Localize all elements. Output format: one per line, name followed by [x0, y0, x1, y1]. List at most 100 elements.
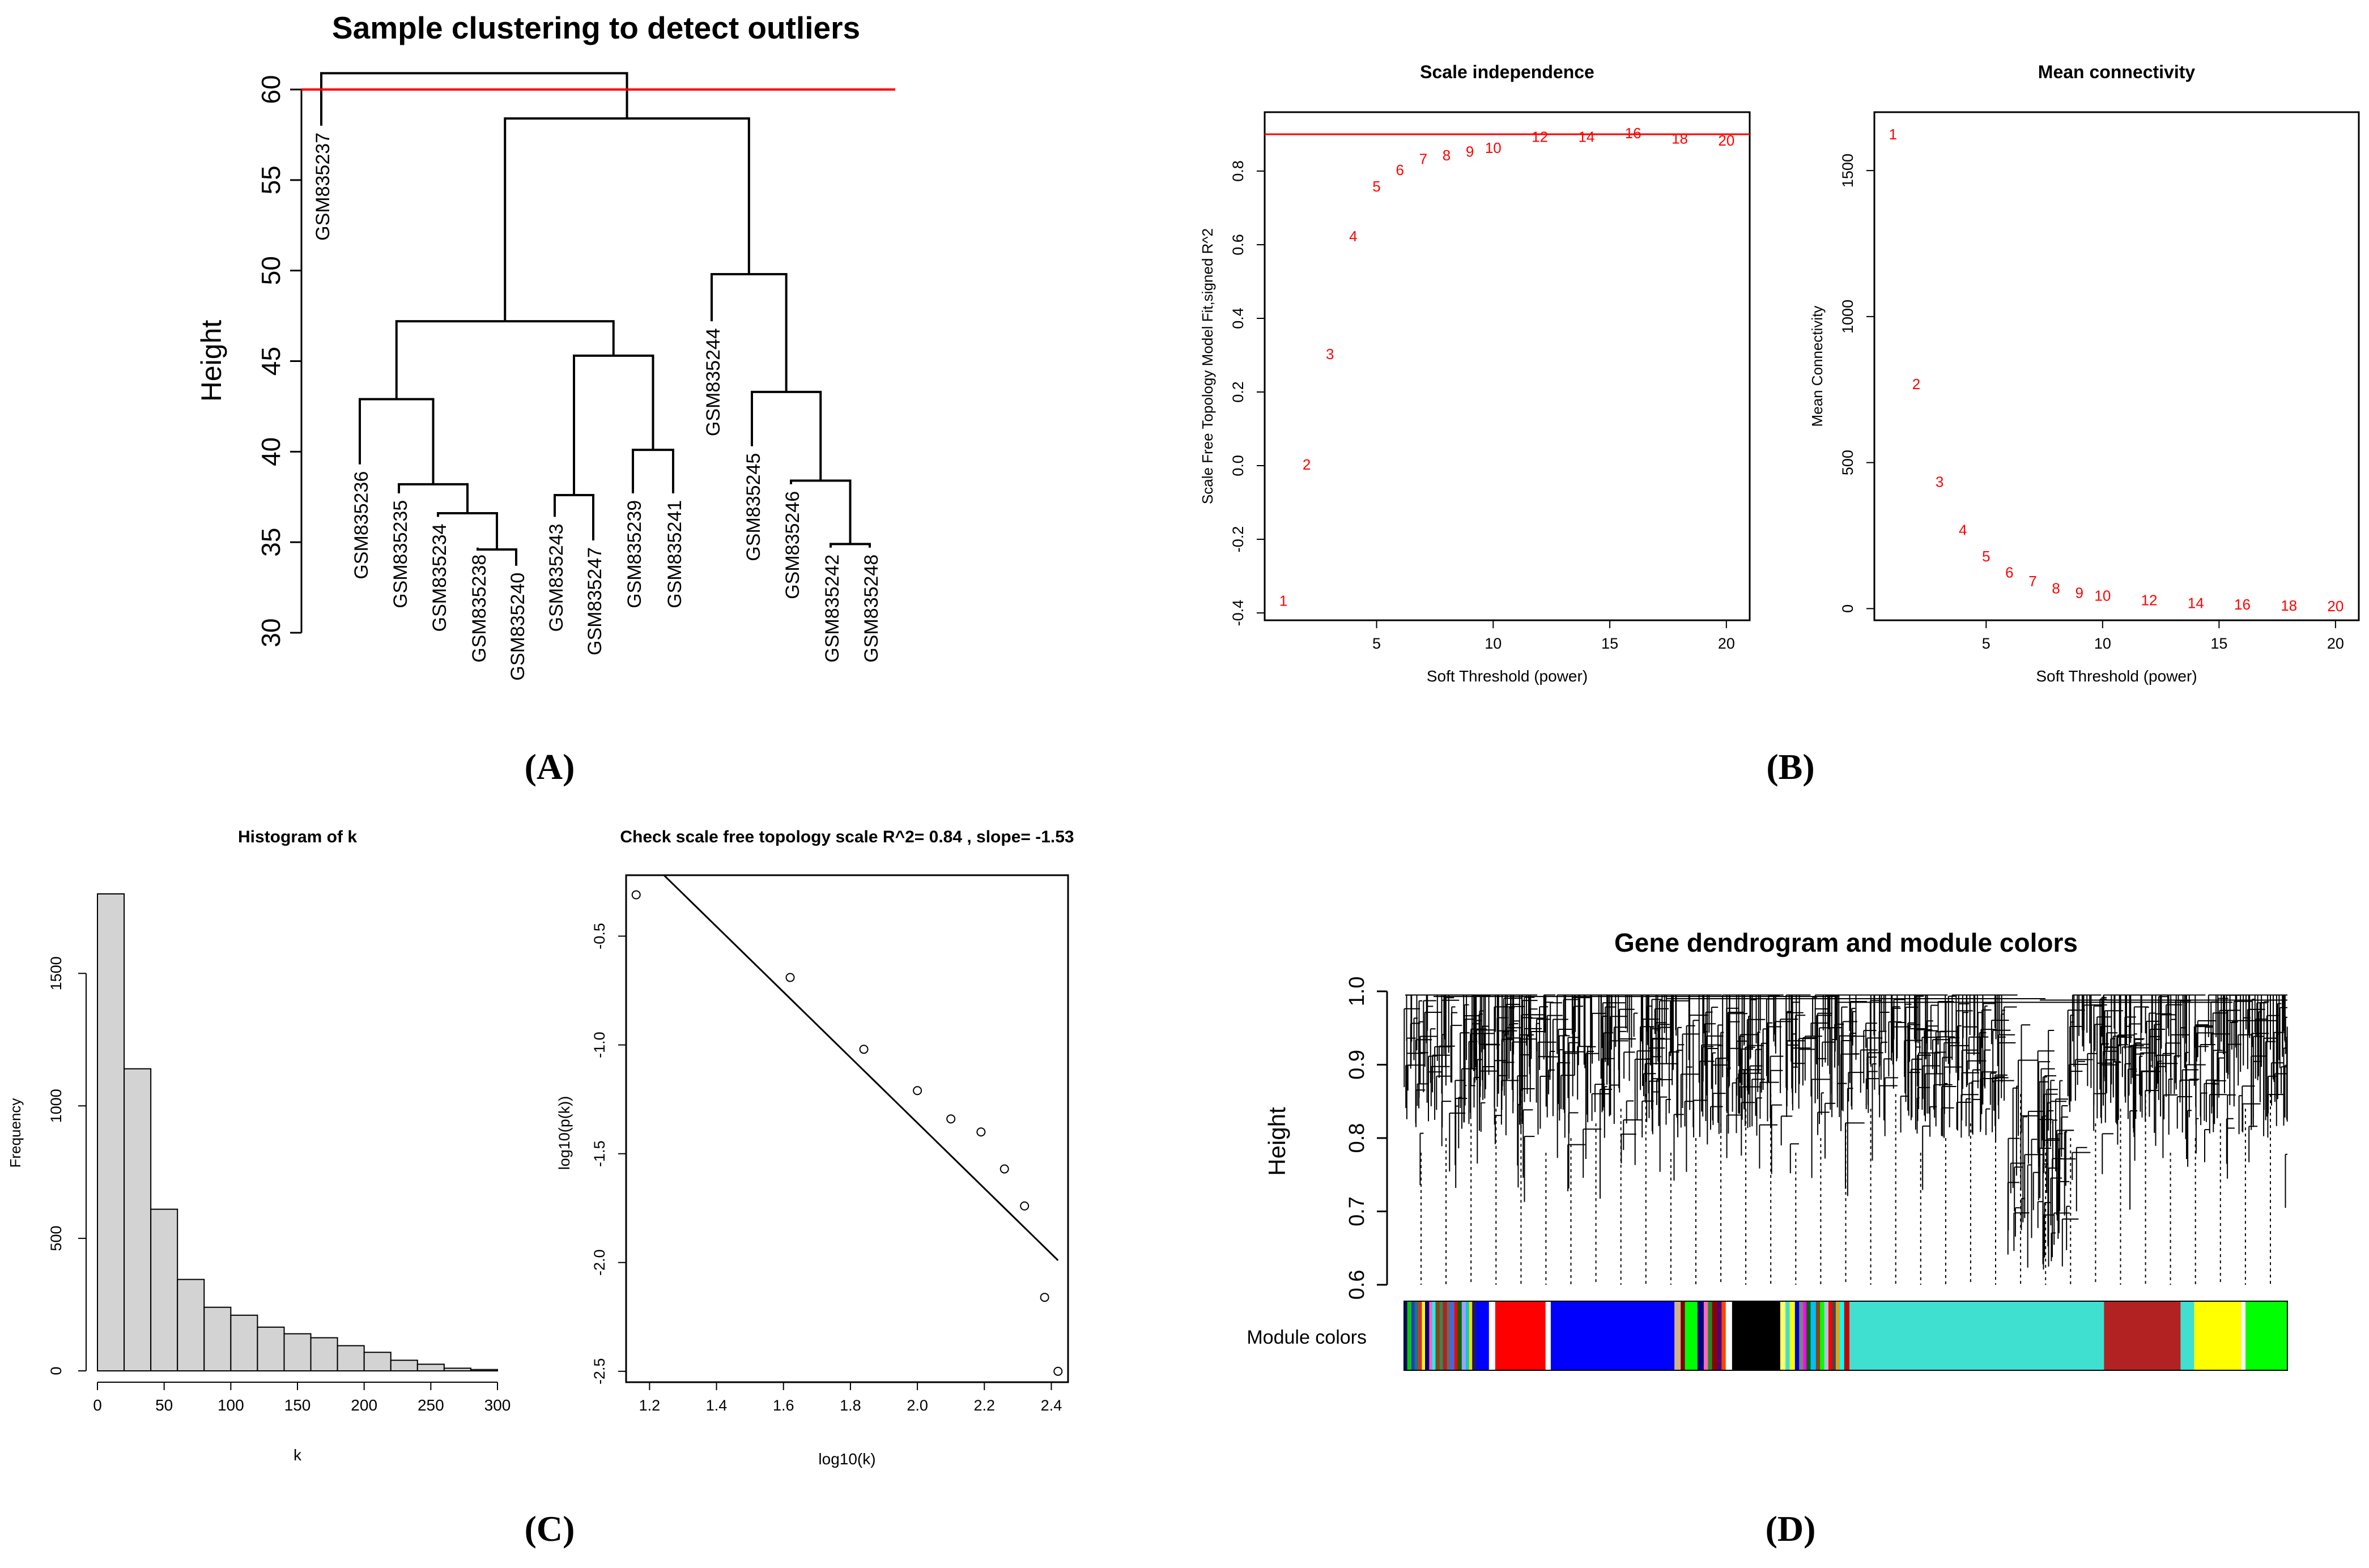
leaf-label: GSM835240 — [507, 573, 529, 681]
y-tick-label: 0.4 — [1230, 308, 1247, 329]
leaf-label: GSM835236 — [351, 471, 372, 580]
histogram-bar — [470, 1369, 499, 1372]
data-point-label: 10 — [1485, 139, 1502, 156]
dendrogram-branch — [632, 449, 674, 493]
y-tick-label: 40 — [256, 437, 286, 466]
module-color-segment — [1824, 1301, 1829, 1370]
panel-label-a: (A) — [525, 747, 575, 787]
y-tick-label: 1500 — [48, 956, 65, 990]
leaf-label: GSM835248 — [861, 555, 882, 663]
leaf-label: GSM835237 — [312, 133, 334, 241]
regression-line — [662, 875, 1059, 1261]
y-tick-label: 0.8 — [1345, 1123, 1369, 1153]
y-tick-label: 0.2 — [1230, 381, 1247, 403]
leaf-label: GSM835245 — [743, 453, 764, 561]
histogram-of-k: Histogram of k 0 50 100 150 200 250 300 0 500 1000… — [7, 828, 511, 1464]
histogram-bar — [283, 1333, 312, 1372]
x-tick-label: 1.6 — [773, 1397, 794, 1414]
x-tick-label: 1.8 — [840, 1397, 861, 1414]
y-tick-label: 0 — [1839, 604, 1856, 613]
data-point-label: 4 — [1349, 228, 1357, 245]
data-point-label: 9 — [1466, 143, 1474, 160]
module-color-segment — [1450, 1301, 1455, 1370]
y-tick-label: 60 — [256, 75, 286, 104]
x-axis-label: log10(k) — [818, 1450, 875, 1468]
histogram-bar — [443, 1367, 471, 1372]
y-tick-label: -1.0 — [591, 1032, 608, 1058]
data-point — [859, 1045, 869, 1054]
data-point — [1053, 1366, 1063, 1376]
panel-label-d-letter: D — [1777, 1509, 1804, 1549]
module-color-segment — [1815, 1301, 1821, 1370]
module-color-segment — [1721, 1301, 1726, 1370]
data-point-label: 12 — [1532, 128, 1548, 145]
module-color-segment — [1794, 1301, 1800, 1370]
chart-title: Sample clustering to detect outliers — [332, 10, 860, 45]
y-tick-label: 0.6 — [1230, 234, 1247, 255]
panel-label-b: (B) — [1766, 747, 1814, 787]
x-tick-label: 300 — [484, 1396, 511, 1414]
data-point-label: 16 — [1625, 125, 1641, 142]
module-color-segment — [1835, 1301, 1840, 1370]
data-point-label: 10 — [2094, 587, 2111, 604]
histogram-bar — [230, 1314, 258, 1371]
data-point-label: 14 — [2188, 595, 2204, 612]
panel-d: Gene dendrogram and module colors 0.6 0.7 0… — [1247, 928, 2288, 1549]
y-tick-label: 0.8 — [1230, 160, 1247, 182]
y-axis-label: Scale Free Topology Model Fit,signed R^2 — [1199, 228, 1216, 504]
dendrogram-branch — [830, 543, 871, 548]
y-axis-label: Height — [195, 320, 227, 402]
module-color-segment — [1685, 1301, 1698, 1370]
data-point-label: 9 — [2075, 584, 2083, 601]
y-tick-label: -0.2 — [1230, 526, 1247, 553]
y-tick-label: 500 — [48, 1226, 65, 1251]
y-tick-label: 35 — [256, 528, 286, 557]
module-color-segment — [1828, 1301, 1833, 1370]
y-tick-label: -2.5 — [591, 1358, 608, 1385]
module-color-segment — [1432, 1301, 1436, 1370]
module-color-segment — [1799, 1301, 1804, 1370]
histogram-bar — [177, 1279, 205, 1372]
data-point-label: 3 — [1936, 474, 1943, 491]
panel-label-d: (D) — [1766, 1509, 1816, 1549]
data-point — [913, 1086, 922, 1096]
module-color-segment — [1439, 1301, 1443, 1370]
y-tick-label: 55 — [256, 165, 286, 194]
y-tick-label: -0.4 — [1230, 600, 1247, 627]
panel-label-b-open: ( — [1766, 747, 1778, 787]
data-point-label: 7 — [1419, 150, 1427, 167]
gene-dendrogram-branches — [1403, 994, 2288, 1269]
module-color-segment — [1414, 1301, 1418, 1370]
data-point — [1040, 1293, 1049, 1302]
y-axis-label: Mean Connectivity — [1809, 306, 1826, 427]
y-tick-label: 0.0 — [1230, 455, 1247, 476]
panel-label-a-close: ) — [563, 747, 575, 787]
module-color-segment — [1454, 1301, 1458, 1370]
data-point-label: 2 — [1303, 456, 1311, 473]
module-color-segment — [1469, 1301, 1473, 1370]
chart-title: Mean connectivity — [2038, 62, 2196, 82]
leaf-label: GSM835247 — [584, 547, 606, 655]
chart-title: Gene dendrogram and module colors — [1614, 928, 2078, 957]
module-color-segment — [1840, 1301, 1845, 1370]
x-tick-label: 15 — [1601, 635, 1618, 652]
y-tick-label: -1.5 — [591, 1140, 608, 1167]
histogram-bar — [390, 1360, 418, 1371]
module-color-segment — [1849, 1301, 2104, 1370]
y-axis-label: Height — [1264, 1107, 1290, 1176]
x-tick-label: 5 — [1982, 635, 1991, 652]
histogram-bar — [150, 1208, 178, 1371]
histogram-bar — [310, 1337, 338, 1372]
x-tick-label: 1.2 — [639, 1397, 661, 1414]
x-tick-label: 20 — [2327, 635, 2344, 652]
module-color-segment — [2194, 1301, 2242, 1370]
module-color-segment — [1435, 1301, 1440, 1370]
panel-c: Histogram of k 0 50 100 150 200 250 300 0 500 1000… — [7, 828, 1074, 1549]
module-color-segment — [1803, 1301, 1807, 1370]
leaf-label: GSM835246 — [782, 491, 803, 599]
module-color-segment — [1725, 1301, 1733, 1370]
leaf-label: GSM835234 — [429, 523, 450, 632]
data-point — [1020, 1201, 1030, 1211]
dendrogram-branch — [573, 354, 654, 496]
